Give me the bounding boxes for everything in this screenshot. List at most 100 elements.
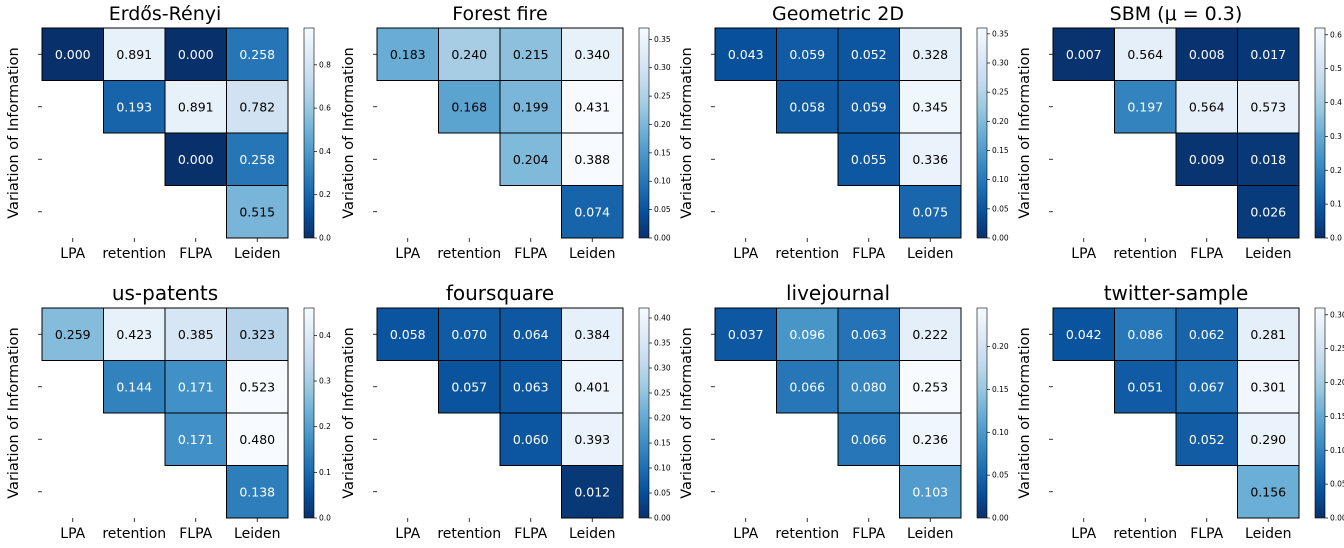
colorbar-tick-label: 0.20 [992,117,1009,126]
panel-title: foursquare [446,281,554,305]
cell-value-label: 0.060 [513,432,549,447]
heatmap-cell [561,307,624,361]
x-tick-label: Leiden [234,246,280,262]
colorbar-tick-label: 0.1 [1330,200,1342,209]
colorbar-tick-label: 0.40 [654,314,671,323]
panel-title: Geometric 2D [772,3,904,25]
x-tick-label: FLPA [852,246,885,262]
heatmap-cell [1237,307,1300,361]
colorbar-tick-label: 0.25 [1330,344,1344,353]
heatmap-cell [1237,412,1300,466]
colorbar-tick-label: 0.10 [992,428,1009,437]
cell-value-label: 0.782 [239,99,275,114]
heatmap-cell [226,360,289,414]
colorbar-tick-label: 0.10 [654,177,671,186]
cell-value-label: 0.281 [1250,327,1286,342]
cell-value-label: 0.401 [574,379,610,394]
colorbar-tick-label: 0.20 [654,120,671,129]
cell-value-label: 0.384 [574,327,610,342]
panel-title: Forest fire [452,3,547,25]
x-tick-label: FLPA [179,526,212,542]
heatmap-cell [561,412,624,466]
x-tick-label: Leiden [907,526,953,542]
colorbar-tick-label: 0.1 [319,468,331,477]
colorbar-tick-label: 0.10 [992,175,1009,184]
colorbar-tick-label: 0.05 [654,205,671,214]
heatmap-cell [226,80,289,134]
colorbar-tick-label: 0.00 [654,514,671,523]
cell-value-label: 0.017 [1250,47,1286,62]
y-axis-label: Variation of Information [679,327,695,498]
y-axis-label: Variation of Information [1017,47,1033,218]
x-tick-label: retention [775,246,839,262]
x-tick-label: LPA [60,526,85,542]
colorbar-tick-label: 0.5 [1330,64,1342,73]
heatmap-cell [1052,27,1115,81]
colorbar-tick-label: 0.15 [654,148,671,157]
colorbar-tick-label: 0.15 [992,146,1009,155]
heatmap-cell [1175,360,1238,414]
cell-value-label: 0.258 [239,47,275,62]
cell-value-label: 0.171 [178,379,214,394]
heatmap-cell [899,80,962,134]
y-axis-label: Variation of Information [1017,327,1033,498]
x-tick-label: FLPA [852,526,885,542]
cell-value-label: 0.067 [1189,379,1225,394]
colorbar-tick-label: 0.4 [319,331,331,340]
heatmap-cell [1237,132,1300,186]
colorbar-tick-label: 0.2 [319,422,331,431]
x-tick-label: LPA [733,246,758,262]
cell-value-label: 0.480 [239,432,275,447]
cell-value-label: 0.075 [912,204,948,219]
colorbar [976,307,988,519]
cell-value-label: 0.345 [912,99,948,114]
cell-value-label: 0.096 [789,327,825,342]
cell-value-label: 0.385 [178,327,214,342]
colorbar-tick-label: 0.05 [1330,480,1344,489]
colorbar-tick-label: 0.35 [992,29,1009,38]
heatmap-cell [899,185,962,239]
heatmap-cell [561,132,624,186]
colorbar-tick-label: 0.00 [992,234,1009,243]
x-tick-label: LPA [733,526,758,542]
colorbar [303,307,315,519]
cell-value-label: 0.000 [178,47,214,62]
heatmap-cell [41,307,104,361]
cell-value-label: 0.328 [912,47,948,62]
cell-value-label: 0.009 [1189,152,1225,167]
colorbar-tick-label: 0.10 [654,464,671,473]
colorbar-tick-label: 0.6 [1330,30,1342,39]
cell-value-label: 0.043 [728,47,764,62]
cell-value-label: 0.058 [390,327,426,342]
cell-value-label: 0.063 [513,379,549,394]
cell-value-label: 0.290 [1250,432,1286,447]
heatmap-cell [438,307,501,361]
cell-value-label: 0.058 [789,99,825,114]
heatmap-cell [899,360,962,414]
cell-value-label: 0.258 [239,152,275,167]
colorbar-tick-label: 0.00 [654,234,671,243]
cell-value-label: 0.259 [55,327,91,342]
cell-value-label: 0.070 [451,327,487,342]
cell-value-label: 0.240 [451,47,487,62]
cell-value-label: 0.026 [1250,204,1286,219]
cell-value-label: 0.171 [178,432,214,447]
cell-value-label: 0.042 [1066,327,1102,342]
heatmap-cell [561,80,624,134]
cell-value-label: 0.323 [239,327,275,342]
x-tick-label: retention [1113,526,1177,542]
heatmap-cell [899,465,962,519]
colorbar-tick-label: 0.4 [1330,98,1342,107]
cell-value-label: 0.564 [1127,47,1163,62]
heatmap-cell [164,80,227,134]
cell-value-label: 0.183 [390,47,426,62]
colorbar-tick-label: 0.30 [654,364,671,373]
colorbar-tick-label: 0.3 [319,377,331,386]
heatmap-cell [226,27,289,81]
x-tick-label: Leiden [569,246,615,262]
cell-value-label: 0.018 [1250,152,1286,167]
x-tick-label: Leiden [234,526,280,542]
cell-value-label: 0.066 [851,432,887,447]
heatmap-cell [837,412,900,466]
colorbar-tick-label: 0.05 [992,204,1009,213]
